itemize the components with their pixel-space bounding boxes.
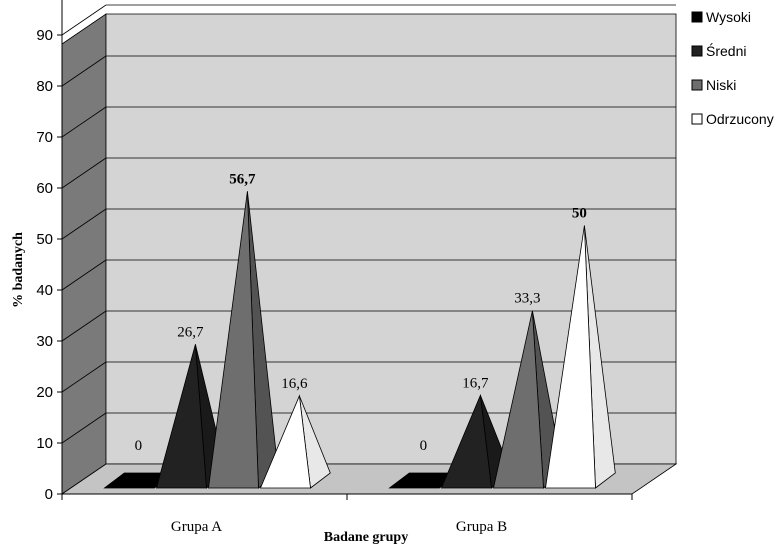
data-label: 26,7 bbox=[177, 324, 204, 340]
pyramid-odrzucony bbox=[259, 394, 331, 489]
y-tick-label: 0 bbox=[45, 486, 53, 503]
gridline-side bbox=[61, 310, 107, 342]
y-tick-label: 90 bbox=[36, 27, 53, 44]
y-tick-label: 50 bbox=[36, 231, 53, 248]
pyramid-odrzucony bbox=[545, 225, 616, 489]
gridline-side bbox=[61, 259, 107, 291]
x-tick-label: Grupa A bbox=[171, 519, 222, 535]
legend-label: Średni bbox=[706, 42, 746, 59]
legend-label: Wysoki bbox=[706, 9, 751, 25]
y-tick-label: 30 bbox=[36, 333, 53, 350]
pyramid-front-face bbox=[545, 225, 596, 489]
side-wall bbox=[61, 13, 107, 495]
y-tick-label: 40 bbox=[36, 282, 53, 299]
pyramid-front-face bbox=[155, 344, 207, 489]
gridline-side bbox=[61, 361, 107, 393]
data-label: 0 bbox=[135, 438, 143, 454]
pyramid-niski bbox=[208, 191, 279, 489]
legend-swatch bbox=[691, 45, 703, 57]
data-label: 33,3 bbox=[514, 291, 540, 307]
legend-swatch bbox=[691, 79, 703, 91]
legend-swatch bbox=[691, 113, 703, 125]
pyramid-front-face bbox=[440, 393, 492, 489]
data-label: 0 bbox=[420, 438, 428, 454]
y-tick-label: 60 bbox=[36, 180, 53, 197]
pyramid-front-face bbox=[493, 310, 544, 489]
y-tick-label: 80 bbox=[36, 78, 53, 95]
x-tick-label: Grupa B bbox=[456, 519, 507, 535]
y-axis-title: % badanych bbox=[11, 232, 26, 308]
y-tick-label: 70 bbox=[36, 129, 53, 146]
pyramid-front-face bbox=[208, 191, 259, 489]
data-label: 50 bbox=[572, 206, 587, 222]
legend-swatch bbox=[691, 11, 703, 23]
pyramid-marks bbox=[103, 191, 616, 489]
x-axis-title: Badane grupy bbox=[324, 530, 408, 545]
gridline-side bbox=[61, 4, 107, 36]
y-tick-label: 20 bbox=[36, 384, 53, 401]
data-label: 56,7 bbox=[229, 171, 256, 187]
data-label: 16,7 bbox=[462, 375, 489, 391]
legend-label: Odrzucony bbox=[706, 111, 774, 127]
data-labels: 0 26,7 56,7 16,6 0 16,7 33,3 50 bbox=[135, 171, 587, 454]
gridline-side bbox=[61, 55, 107, 87]
y-tick-label: 10 bbox=[36, 435, 53, 452]
y-axis-ticks: 0102030405060708090100 bbox=[36, 0, 63, 503]
legend-label: Niski bbox=[706, 77, 736, 93]
legend: Wysoki Średni Niski Odrzucony bbox=[691, 9, 774, 127]
gridline-side bbox=[61, 106, 107, 138]
gridline-side bbox=[61, 157, 107, 189]
x-axis: Grupa A Grupa B bbox=[61, 493, 633, 535]
gridline-side bbox=[61, 412, 107, 444]
data-label: 16,6 bbox=[281, 376, 308, 392]
pyramid-front-face bbox=[259, 394, 311, 489]
gridline-side bbox=[61, 208, 107, 240]
